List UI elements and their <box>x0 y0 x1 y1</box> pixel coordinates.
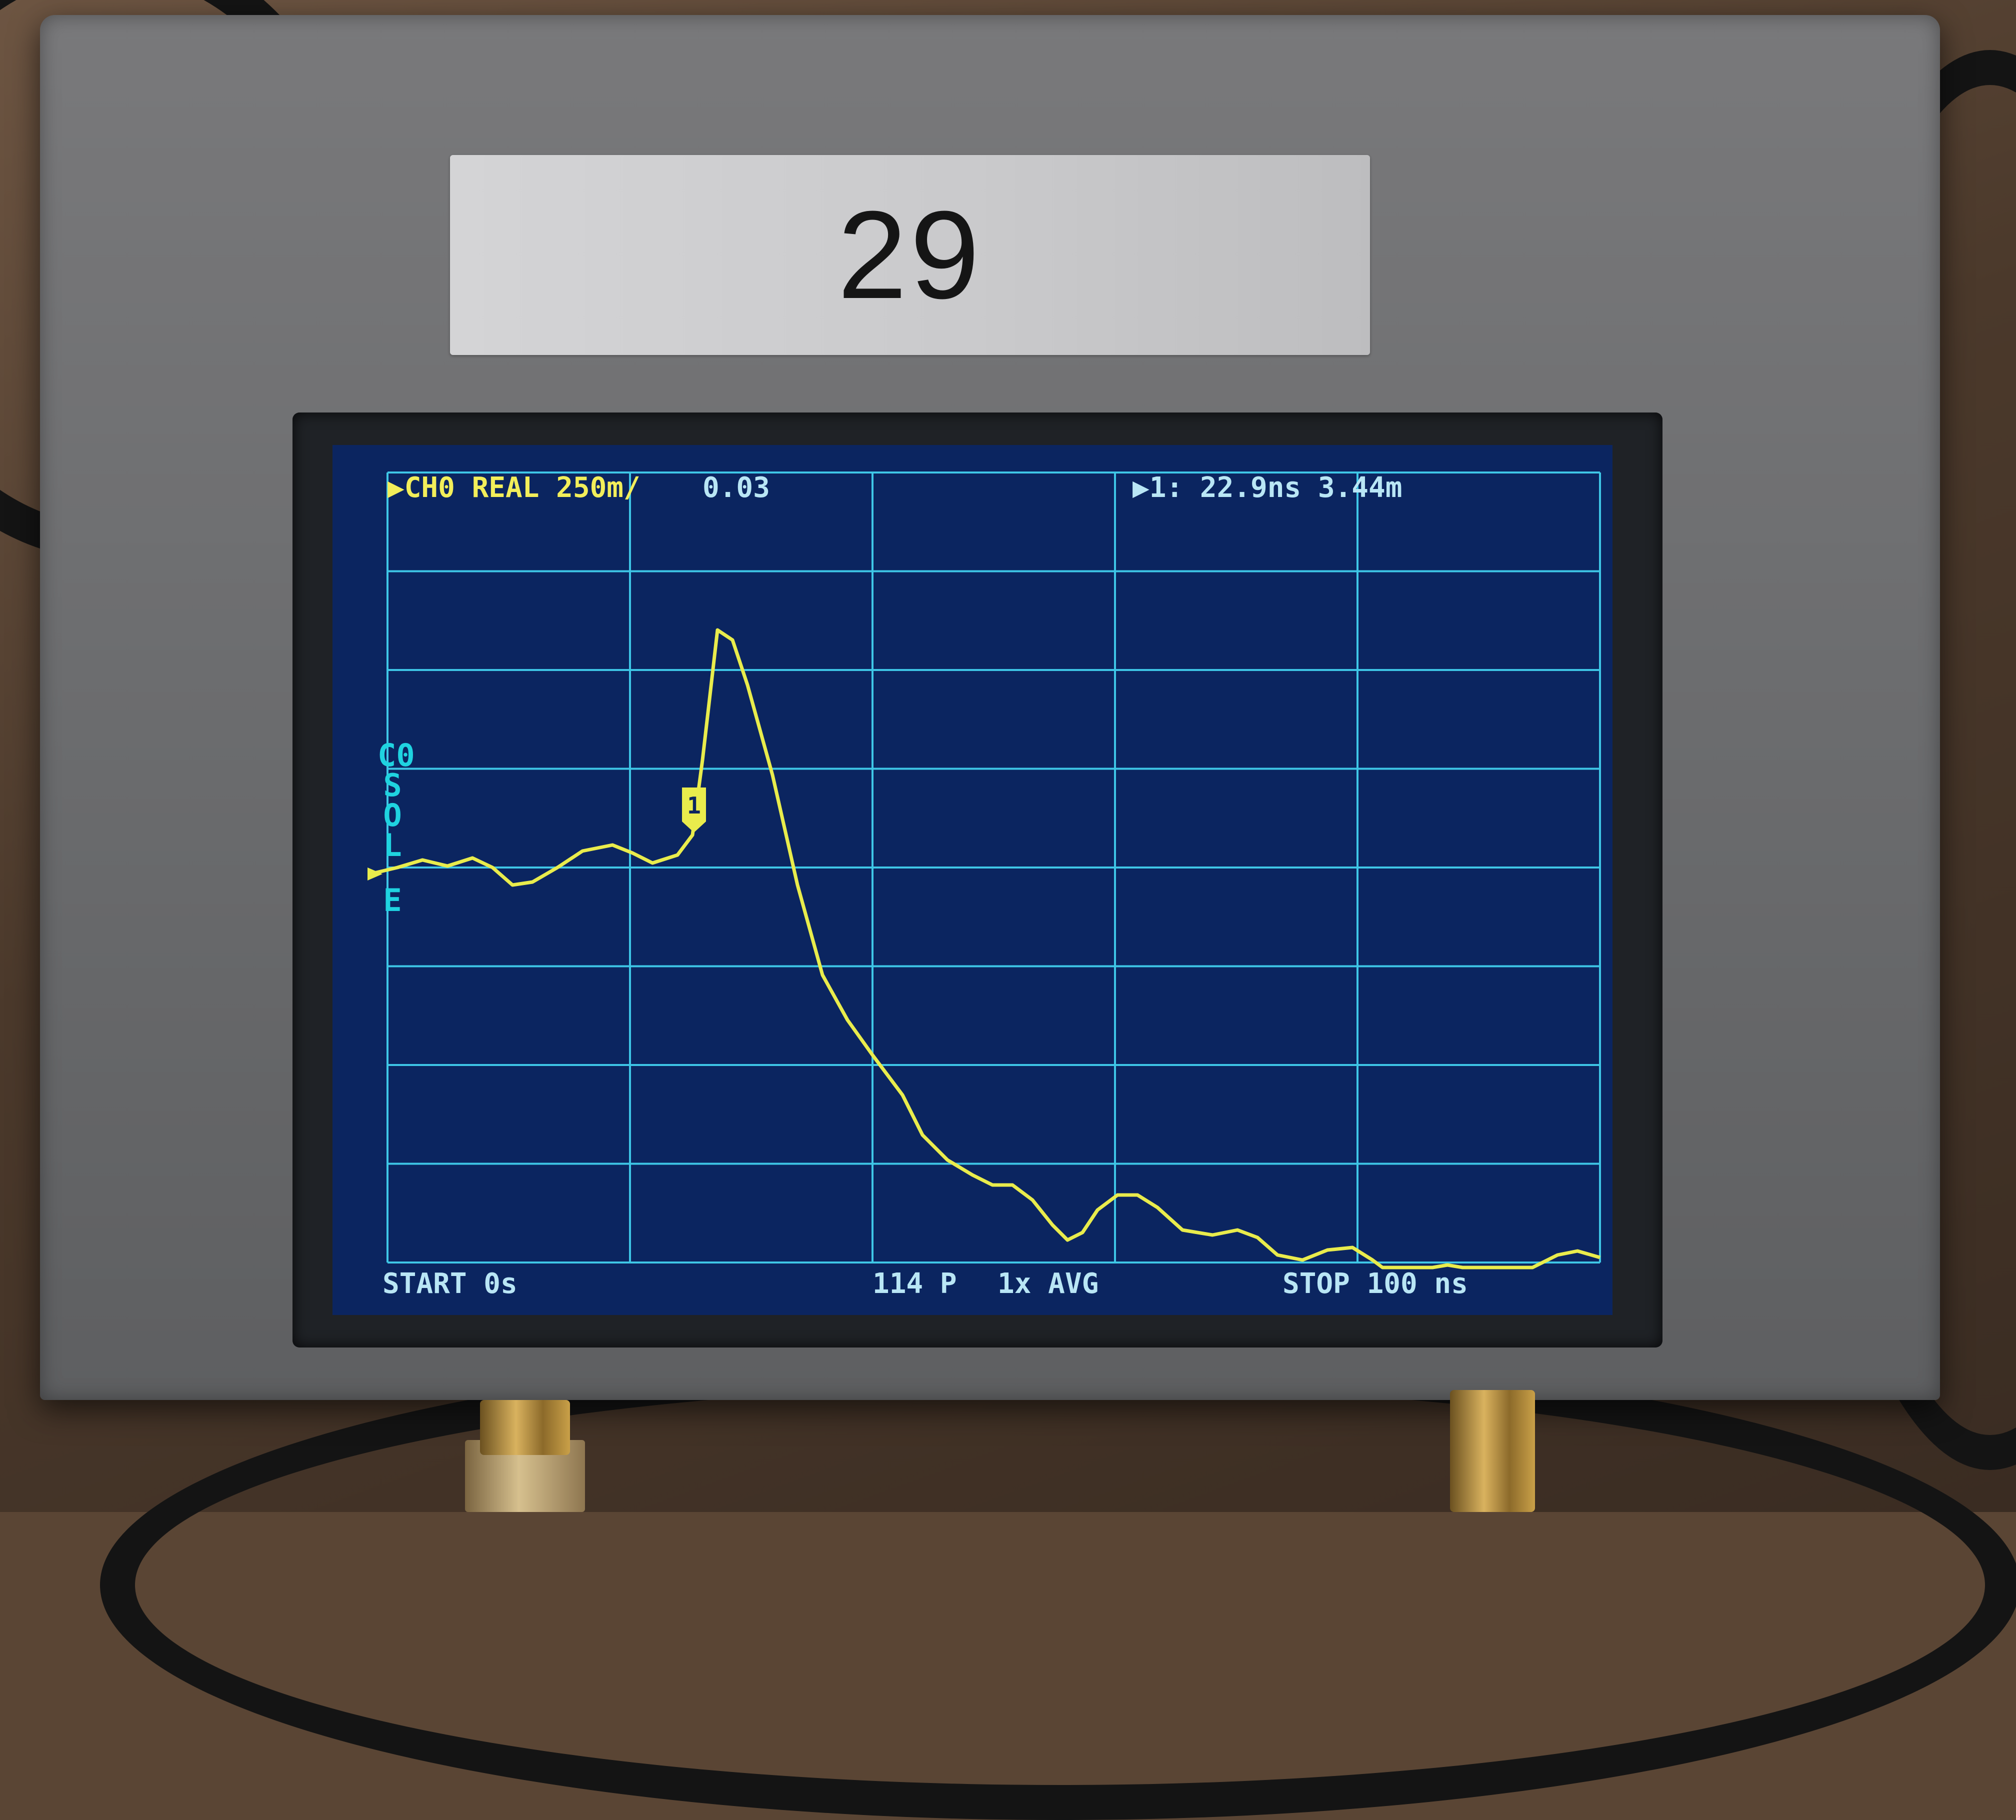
screen-bezel: 1 ▶CH0 REAL 250m/ 0.03 ▶1: 22.9ns 3.44m … <box>292 412 1662 1348</box>
cal-flag-s: S <box>383 767 402 804</box>
cable-bottom <box>100 1350 2016 1820</box>
cal-flag-o: O <box>383 797 402 834</box>
trace-info-text[interactable]: ▶CH0 REAL 250m/ <box>388 472 640 504</box>
lcd-screen[interactable]: 1 ▶CH0 REAL 250m/ 0.03 ▶1: 22.9ns 3.44m … <box>332 445 1612 1315</box>
marker-1-label: 1 <box>687 792 701 819</box>
ch0-trace-line <box>370 628 1600 1270</box>
device-label-sticker: 29 <box>450 155 1370 355</box>
points-count-text[interactable]: 114 P <box>872 1268 957 1300</box>
cal-flag-e: E <box>383 882 402 918</box>
stop-frequency-text[interactable]: STOP 100 ns <box>1282 1268 1468 1300</box>
start-frequency-text[interactable]: START 0s <box>382 1268 518 1300</box>
device-label-number: 29 <box>837 185 983 324</box>
marker-1-flag <box>682 788 706 832</box>
port-connector-right[interactable] <box>1450 1390 1535 1512</box>
cal-flag-l: L <box>383 827 402 864</box>
port-connector-left[interactable] <box>480 1400 570 1455</box>
trace-value-text: 0.03 <box>702 472 770 504</box>
averaging-text[interactable]: 1x AVG <box>998 1268 1099 1300</box>
reference-level-arrow <box>368 868 382 880</box>
device-enclosure: 29 1 ▶CH0 REAL 250m/ 0.03 ▶1: 22.9ns 3.4… <box>40 15 1940 1400</box>
marker-1: 1 <box>682 788 706 832</box>
trace-plot: 1 <box>368 472 1601 1270</box>
plot-grid <box>386 472 1601 1264</box>
cal-flag-c0: C0 <box>378 737 415 774</box>
marker-info-text[interactable]: ▶1: 22.9ns 3.44m <box>1132 472 1402 504</box>
